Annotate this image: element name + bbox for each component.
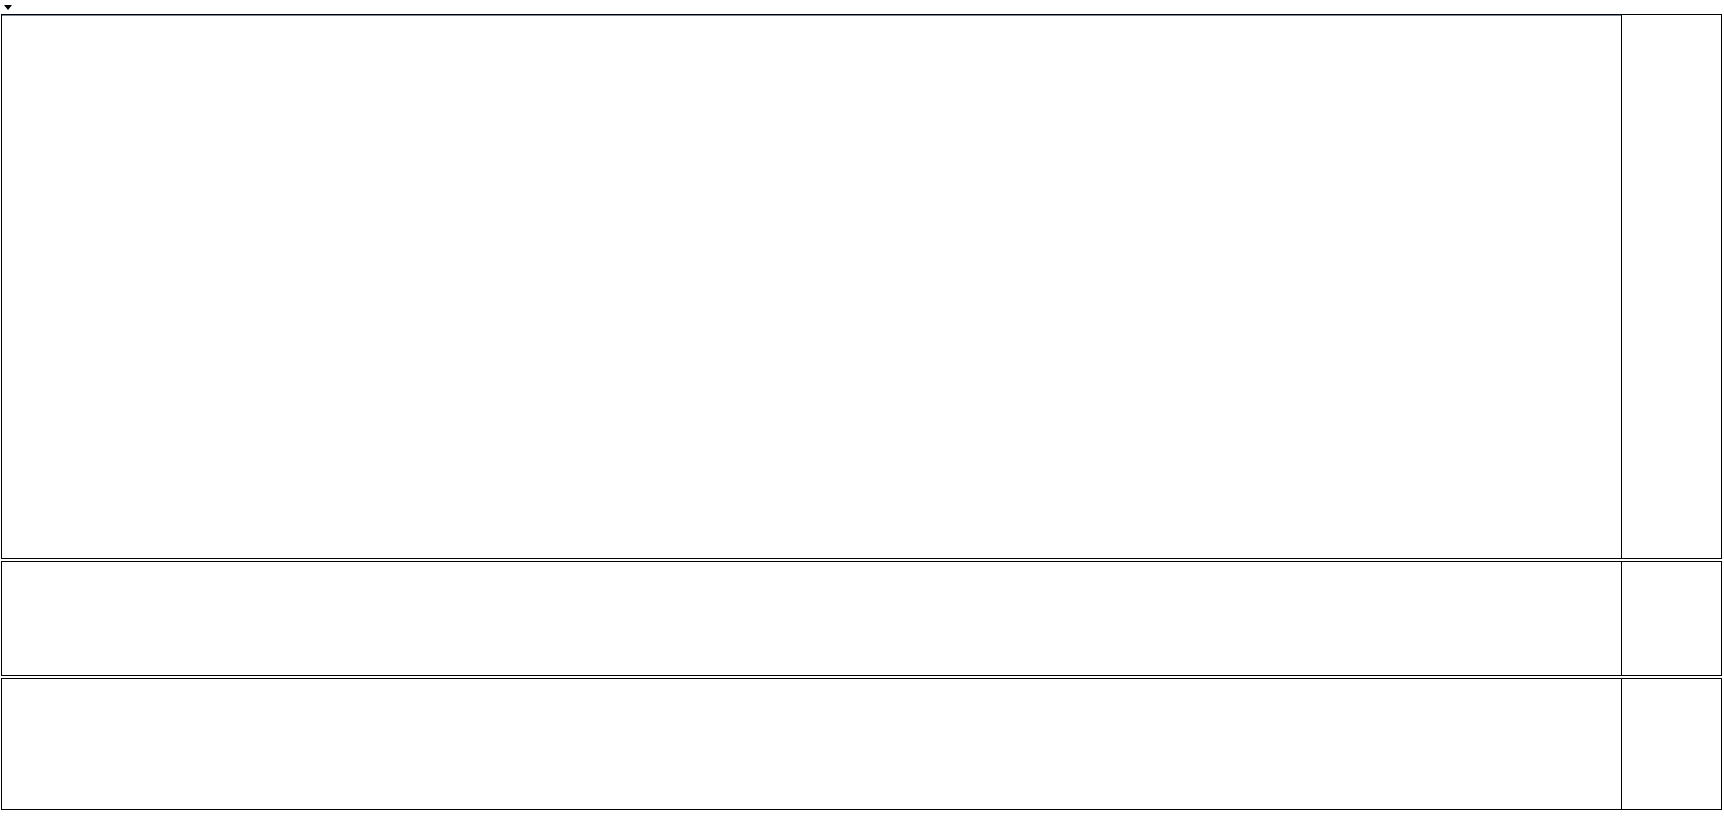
time-axis[interactable] — [0, 812, 1724, 839]
macd-series — [2, 562, 1621, 675]
macd-plot-area — [2, 562, 1621, 675]
price-chart-panel[interactable] — [1, 14, 1722, 559]
price-plot-area[interactable] — [2, 15, 1621, 558]
chart-header — [0, 0, 1724, 14]
rsi-plot-area — [2, 679, 1621, 809]
rsi-axis — [1621, 679, 1721, 809]
macd-panel[interactable] — [1, 561, 1722, 676]
rsi-series — [2, 679, 1621, 809]
candlestick-series — [2, 15, 1621, 558]
rsi-panel[interactable] — [1, 678, 1722, 810]
macd-axis — [1621, 562, 1721, 675]
triangle-down-icon[interactable] — [4, 3, 13, 12]
last-price-line — [2, 15, 1621, 16]
price-axis[interactable] — [1621, 15, 1721, 558]
